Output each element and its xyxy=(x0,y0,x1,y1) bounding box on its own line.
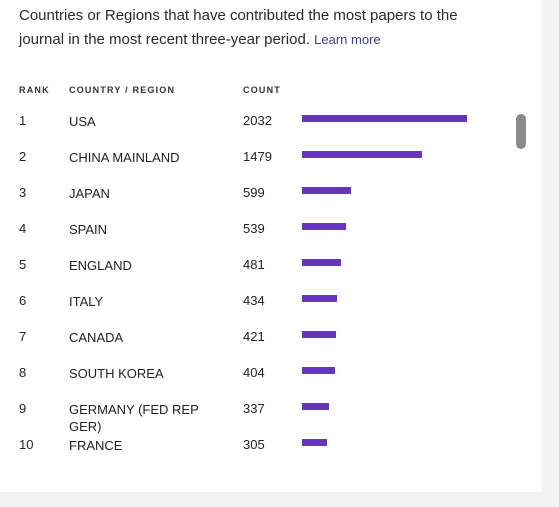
count-cell: 404 xyxy=(243,365,265,380)
count-cell: 434 xyxy=(243,293,265,308)
count-cell: 337 xyxy=(243,401,265,416)
count-cell: 421 xyxy=(243,329,265,344)
table-header: RANK COUNTRY / REGION COUNT xyxy=(0,85,541,97)
country-cell: JAPAN xyxy=(69,186,110,201)
rank-cell: 8 xyxy=(19,365,27,380)
table-row: 8 SOUTH KOREA 404 xyxy=(0,360,541,396)
count-bar xyxy=(302,151,422,158)
rank-cell: 7 xyxy=(19,329,27,344)
header-rank: RANK xyxy=(19,85,50,95)
country-cell: GERMANY (FED REP GER) xyxy=(69,402,199,434)
intro-text: Countries or Regions that have contribut… xyxy=(19,7,458,48)
rank-cell: 9 xyxy=(19,401,27,416)
count-cell: 599 xyxy=(243,185,265,200)
country-cell: SOUTH KOREA xyxy=(69,366,164,381)
country-cell: ENGLAND xyxy=(69,258,132,273)
rank-cell: 1 xyxy=(19,113,27,128)
count-bar xyxy=(302,295,337,302)
table-row: 4 SPAIN 539 xyxy=(0,216,541,252)
count-cell: 2032 xyxy=(243,113,272,128)
count-bar xyxy=(302,187,351,194)
rank-cell: 10 xyxy=(19,437,34,452)
count-cell: 305 xyxy=(243,437,265,452)
count-bar xyxy=(302,223,346,230)
header-country: COUNTRY / REGION xyxy=(69,85,176,95)
count-cell: 539 xyxy=(243,221,265,236)
country-cell: ITALY xyxy=(69,294,104,309)
table-row: 10 FRANCE 305 xyxy=(0,432,541,463)
count-bar xyxy=(302,259,341,266)
count-cell: 481 xyxy=(243,257,265,272)
country-cell: FRANCE xyxy=(69,438,123,453)
table-row: 9 GERMANY (FED REP GER) 337 xyxy=(0,396,541,434)
count-bar xyxy=(302,331,336,338)
country-cell: USA xyxy=(69,114,96,129)
country-cell: CANADA xyxy=(69,330,124,345)
count-bar xyxy=(302,115,467,122)
country-cell: SPAIN xyxy=(69,222,108,237)
count-bar xyxy=(302,367,335,374)
rank-cell: 2 xyxy=(19,149,27,164)
country-cell: CHINA MAINLAND xyxy=(69,150,180,165)
count-cell: 1479 xyxy=(243,149,272,164)
count-bar xyxy=(302,403,329,410)
table-row: 7 CANADA 421 xyxy=(0,324,541,360)
rank-cell: 3 xyxy=(19,185,27,200)
table-row: 3 JAPAN 599 xyxy=(0,180,541,216)
learn-more-link[interactable]: Learn more xyxy=(314,32,381,47)
rank-cell: 6 xyxy=(19,293,27,308)
table-row: 2 CHINA MAINLAND 1479 xyxy=(0,144,541,180)
table-row: 5 ENGLAND 481 xyxy=(0,252,541,288)
header-count: COUNT xyxy=(243,85,281,95)
rank-cell: 4 xyxy=(19,221,27,236)
count-bar xyxy=(302,439,327,446)
table-row: 1 USA 2032 xyxy=(0,108,541,144)
intro-paragraph: Countries or Regions that have contribut… xyxy=(19,4,489,52)
rank-cell: 5 xyxy=(19,257,27,272)
table-row: 6 ITALY 434 xyxy=(0,288,541,324)
panel: Countries or Regions that have contribut… xyxy=(0,0,541,492)
scrollbar-thumb[interactable] xyxy=(516,114,526,149)
table-body[interactable]: 1 USA 2032 2 CHINA MAINLAND 1479 3 JAPAN 599 4 SPA… xyxy=(0,108,541,463)
